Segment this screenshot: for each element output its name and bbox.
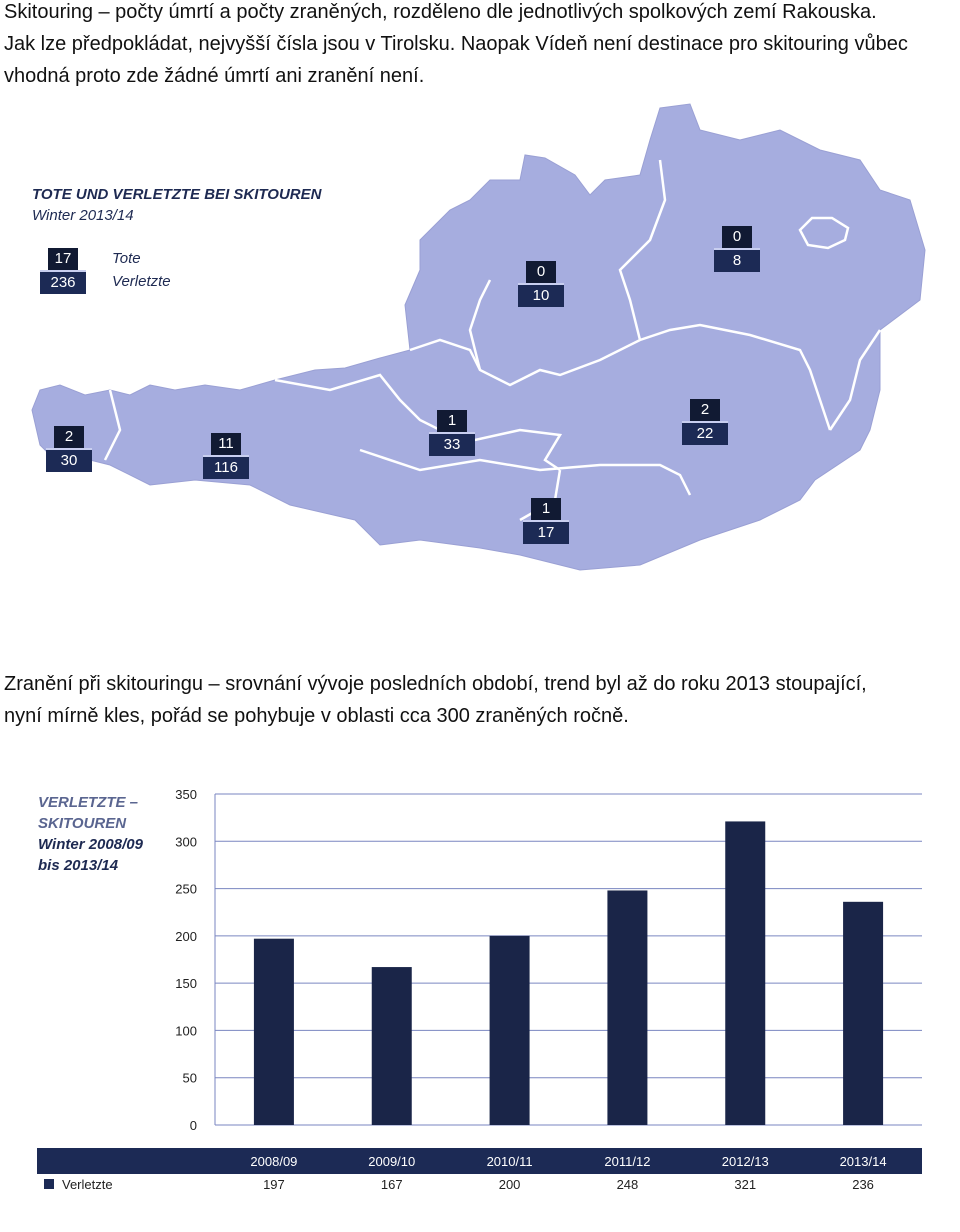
outro-paragraph: Zranění při skitouringu – srovnání vývoj… bbox=[4, 668, 954, 732]
region-deaths: 0 bbox=[722, 226, 752, 248]
category-label: 2013/14 bbox=[840, 1154, 887, 1169]
region-deaths: 11 bbox=[211, 433, 241, 455]
data-label: 236 bbox=[852, 1177, 874, 1192]
austria-shape bbox=[31, 103, 926, 571]
region-badge-kaernten: 1 17 bbox=[523, 498, 569, 544]
region-injured: 10 bbox=[518, 283, 564, 307]
data-label: 197 bbox=[263, 1177, 285, 1192]
bar bbox=[371, 967, 412, 1125]
outro-line-2: nyní mírně kles, pořád se pohybuje v obl… bbox=[4, 705, 629, 727]
region-deaths: 1 bbox=[531, 498, 561, 520]
data-label: 248 bbox=[617, 1177, 639, 1192]
intro-line-3: vhodná proto zde žádné úmrtí ani zranění… bbox=[4, 65, 425, 87]
bar bbox=[725, 821, 766, 1125]
category-label: 2010/11 bbox=[487, 1154, 533, 1169]
y-tick-label: 100 bbox=[175, 1023, 197, 1038]
region-deaths: 0 bbox=[526, 261, 556, 283]
y-tick-label: 150 bbox=[175, 976, 197, 991]
region-deaths: 2 bbox=[690, 399, 720, 421]
region-badge-steiermark: 2 22 bbox=[682, 399, 728, 445]
region-injured: 33 bbox=[429, 432, 475, 456]
map-subtitle: Winter 2013/14 bbox=[32, 207, 134, 224]
intro-line-1: Skitouring – počty úmrtí a počty zraněný… bbox=[4, 1, 877, 23]
chart-subtitle: Winter 2008/09 bbox=[38, 836, 143, 853]
category-label: 2009/10 bbox=[368, 1154, 415, 1169]
chart-subtitle-line-2: bis 2013/14 bbox=[38, 857, 119, 874]
legend-injured-label: Verletzte bbox=[112, 273, 171, 290]
region-badge-vorarlberg: 2 30 bbox=[46, 426, 92, 472]
map-title-block: TOTE UND VERLETZTE BEI SKITOUREN Winter … bbox=[32, 184, 321, 226]
region-injured: 30 bbox=[46, 448, 92, 472]
y-tick-label: 250 bbox=[175, 882, 197, 897]
legend-badge: 17 236 bbox=[40, 248, 86, 294]
map-title: TOTE UND VERLETZTE BEI SKITOUREN bbox=[32, 186, 322, 203]
region-injured: 8 bbox=[714, 248, 760, 272]
legend-swatch bbox=[44, 1179, 54, 1189]
category-header-band bbox=[37, 1148, 922, 1174]
intro-line-2: Jak lze předpokládat, nejvyšší čísla jso… bbox=[4, 33, 908, 55]
y-tick-label: 300 bbox=[175, 834, 197, 849]
y-tick-label: 0 bbox=[190, 1118, 197, 1133]
austria-map bbox=[31, 103, 926, 571]
bar bbox=[843, 901, 884, 1125]
bar bbox=[253, 938, 294, 1125]
data-label: 167 bbox=[381, 1177, 403, 1192]
y-tick-label: 350 bbox=[175, 787, 197, 802]
legend-deaths-label: Tote bbox=[112, 250, 141, 267]
intro-paragraph: Skitouring – počty úmrtí a počty zraněný… bbox=[4, 0, 954, 92]
chart-svg: 0 50 100 150 200 250 300 350 Verletzte 2008/09 197… bbox=[37, 787, 922, 1192]
data-label: 200 bbox=[499, 1177, 521, 1192]
legend-series-label: Verletzte bbox=[62, 1177, 113, 1192]
region-injured: 17 bbox=[523, 520, 569, 544]
region-badge-salzburg: 1 33 bbox=[429, 410, 475, 456]
chart-title: VERLETZTE – bbox=[38, 794, 139, 811]
austria-map-figure: TOTE UND VERLETZTE BEI SKITOUREN Winter … bbox=[0, 100, 960, 610]
region-badge-oberoesterreich: 0 10 bbox=[518, 261, 564, 307]
region-badge-tirol: 11 116 bbox=[203, 433, 249, 479]
region-badge-niederoesterreich: 0 8 bbox=[714, 226, 760, 272]
legend-injured-value: 236 bbox=[40, 270, 86, 294]
category-label: 2011/12 bbox=[604, 1154, 650, 1169]
injuries-bar-chart: VERLETZTE – SKITOUREN Winter 2008/09 bis… bbox=[0, 770, 960, 1220]
bar bbox=[489, 935, 530, 1125]
region-deaths: 1 bbox=[437, 410, 467, 432]
chart-title-line-2: SKITOUREN bbox=[38, 815, 127, 832]
category-label: 2012/13 bbox=[722, 1154, 769, 1169]
legend-deaths-value: 17 bbox=[48, 248, 78, 270]
data-label: 321 bbox=[734, 1177, 756, 1192]
chart-title-block: VERLETZTE – SKITOUREN Winter 2008/09 bis… bbox=[38, 792, 143, 876]
bar bbox=[607, 890, 648, 1125]
y-tick-label: 200 bbox=[175, 929, 197, 944]
region-injured: 116 bbox=[203, 455, 249, 479]
region-borders bbox=[103, 159, 882, 522]
outro-line-1: Zranění při skitouringu – srovnání vývoj… bbox=[4, 673, 867, 695]
region-deaths: 2 bbox=[54, 426, 84, 448]
y-tick-label: 50 bbox=[183, 1071, 197, 1086]
category-label: 2008/09 bbox=[250, 1154, 297, 1169]
region-injured: 22 bbox=[682, 421, 728, 445]
